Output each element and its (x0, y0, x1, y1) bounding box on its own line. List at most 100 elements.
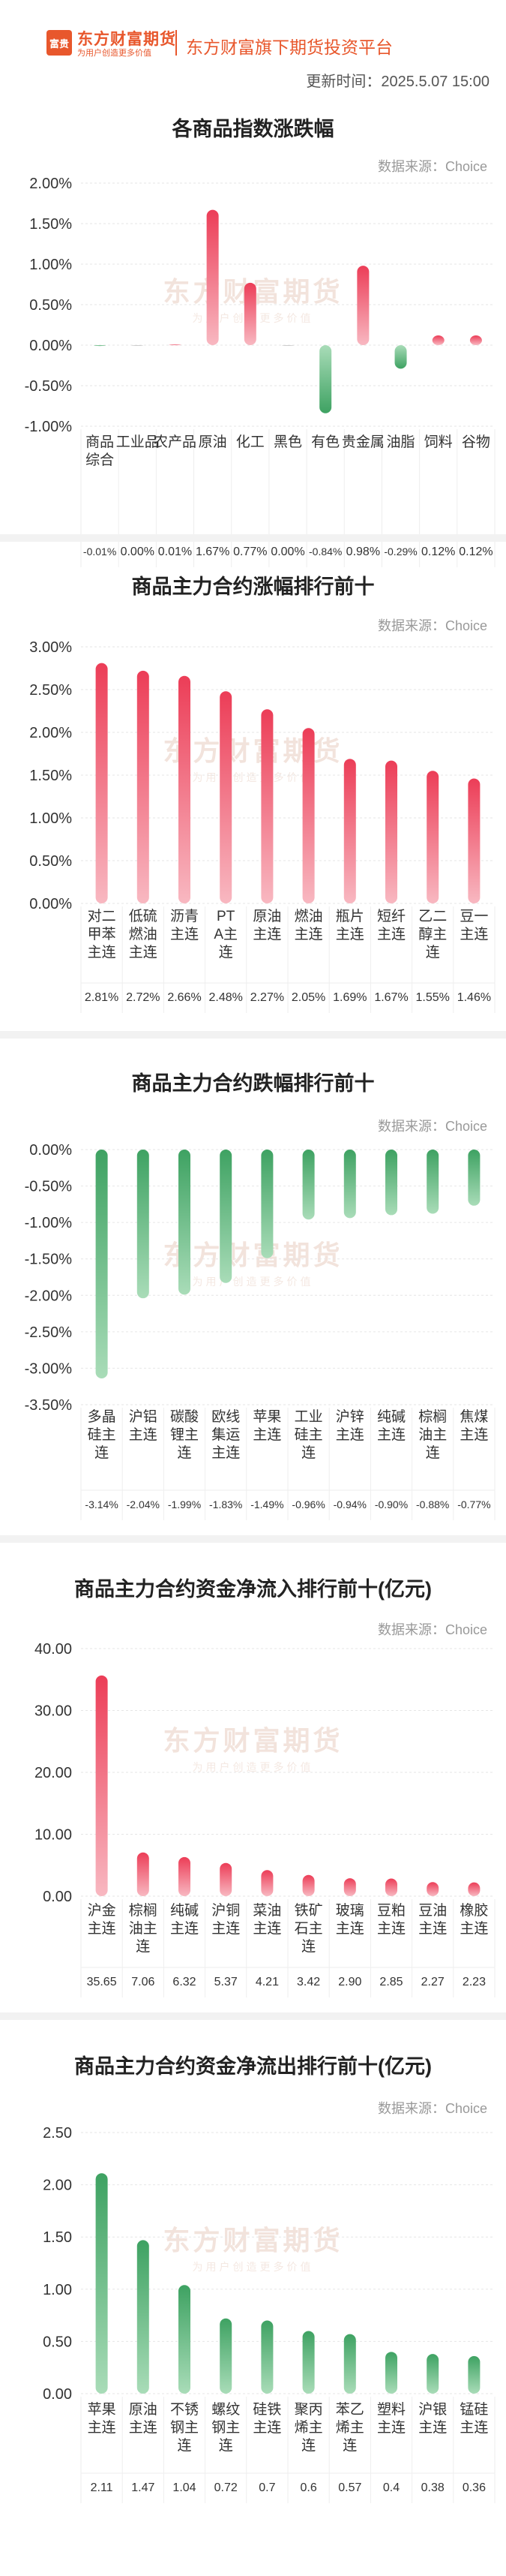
bar-up[interactable] (468, 1882, 481, 1896)
chart-svg: 2.00% 1.50% 1.00% 0.50% 0.00% -0.50% -1.00% 商品综… (25, 176, 496, 567)
data-source-label: 数据来源：Choice (377, 618, 487, 633)
bar-down[interactable] (220, 1150, 232, 1283)
value-label: 1.04 (172, 2481, 196, 2494)
brand-name: 东方财富期货 (77, 29, 176, 48)
y-tick-label: 0.00% (29, 1142, 72, 1159)
value-label: 1.67% (374, 991, 408, 1004)
y-tick-label: -1.00% (25, 419, 73, 435)
bar-up[interactable] (427, 771, 439, 903)
bar-down[interactable] (136, 1150, 149, 1299)
bar-down[interactable] (343, 1150, 356, 1219)
bar-up[interactable] (469, 335, 482, 345)
bar-down[interactable] (468, 2355, 481, 2394)
bar-up[interactable] (220, 691, 232, 903)
section-separator (0, 534, 506, 542)
bar-up[interactable] (302, 1874, 315, 1896)
bar-down[interactable] (427, 1150, 439, 1214)
value-label: 5.37 (214, 1976, 238, 1988)
bar-down[interactable] (220, 2318, 232, 2394)
bar-down[interactable] (95, 1150, 108, 1379)
y-tick-label: -1.00% (25, 1215, 73, 1231)
bar-down[interactable] (343, 2334, 356, 2394)
bar-up[interactable] (206, 209, 219, 345)
bar-up[interactable] (95, 1675, 108, 1896)
x-category-label: 饲料 (424, 434, 453, 450)
bar-down[interactable] (302, 2331, 315, 2394)
bar-down[interactable] (319, 345, 332, 413)
value-label: 0.00% (121, 546, 154, 558)
x-category-label: 焦煤主连 (460, 1408, 488, 1443)
x-category-label: 瓶片主连 (336, 908, 364, 942)
data-source-label: 数据来源：Choice (377, 2101, 487, 2116)
x-category-label: 谷物 (462, 434, 490, 450)
bar-up[interactable] (220, 1862, 232, 1896)
bar-up[interactable] (261, 709, 274, 903)
bar-down[interactable] (468, 1150, 481, 1206)
bar-up[interactable] (385, 760, 397, 903)
value-label: 3.42 (297, 1976, 320, 1988)
bar-down[interactable] (385, 1150, 397, 1216)
x-category-label: 碳酸锂主连 (170, 1408, 199, 1461)
bar-up[interactable] (136, 670, 149, 903)
value-label: 7.06 (131, 1976, 154, 1988)
chart-svg: 40.00 30.00 20.00 10.00 0.00 沪金主连 35.65 棕榈油主连 7.… (34, 1641, 496, 1997)
bar-up[interactable] (427, 1882, 439, 1896)
bar-up[interactable] (385, 1878, 397, 1896)
bar-up[interactable] (343, 759, 356, 903)
bar-down[interactable] (302, 1150, 315, 1220)
y-tick-label: 30.00 (34, 1703, 72, 1720)
x-category-label: 塑料主连 (377, 2401, 406, 2436)
bar-down[interactable] (427, 2354, 439, 2394)
bar-down[interactable] (385, 2352, 397, 2394)
brand-slogan: 为用户创造更多价值 (77, 49, 151, 58)
y-tick-label: 0.00 (43, 2386, 72, 2403)
y-tick-label: -0.50% (25, 378, 73, 395)
chart-top-gainers: 商品主力合约涨幅排行前十 数据来源：Choice 东方财富期货 为用户创造更多价值 3.… (0, 542, 506, 1031)
value-label: 2.05% (292, 991, 325, 1004)
value-label: 2.90 (338, 1976, 361, 1988)
bar-down[interactable] (261, 1150, 274, 1258)
data-source-label: 数据来源：Choice (377, 1622, 487, 1637)
bar-down[interactable] (94, 345, 106, 347)
bar-down[interactable] (394, 345, 407, 369)
value-label: -0.77% (457, 1498, 490, 1510)
x-category-label: 苯乙烯主连 (336, 2401, 364, 2454)
bar-up[interactable] (468, 778, 481, 903)
bar-up[interactable] (169, 344, 181, 345)
x-category-label: 商品综合 (85, 434, 114, 468)
x-category-label: 沪金主连 (88, 1902, 116, 1937)
x-category-label: 沪锌主连 (336, 1408, 364, 1443)
bar-up[interactable] (432, 335, 445, 345)
bar-up[interactable] (343, 1878, 356, 1896)
y-tick-label: 1.00% (29, 810, 72, 827)
value-label: -2.04% (127, 1498, 160, 1510)
value-label: 1.67% (196, 546, 229, 558)
bar-up[interactable] (95, 663, 108, 903)
bar-up[interactable] (244, 282, 256, 345)
bar-up[interactable] (357, 266, 370, 345)
x-category-label: 低硫燃油主连 (129, 908, 157, 960)
bar-down[interactable] (178, 2285, 190, 2394)
y-tick-label: -0.50% (25, 1179, 73, 1195)
bar-up[interactable] (178, 1856, 190, 1896)
bar-down[interactable] (136, 2240, 149, 2394)
x-category-label: 油脂 (387, 434, 415, 450)
section-separator (0, 1535, 506, 1543)
chart-svg: 0.00% -0.50% -1.00% -1.50% -2.00% -2.50% -3.00… (25, 1142, 496, 1520)
bar-up[interactable] (178, 675, 190, 903)
value-label: 0.7 (259, 2481, 275, 2494)
value-label: 2.23 (463, 1976, 486, 1988)
x-category-label: 沪铝主连 (129, 1408, 157, 1443)
bar-up[interactable] (261, 1870, 274, 1896)
bar-up[interactable] (282, 345, 294, 346)
value-label: -1.99% (168, 1498, 201, 1510)
bar-down[interactable] (178, 1150, 190, 1295)
y-tick-label: 1.00 (43, 2282, 72, 2298)
bar-down[interactable] (261, 2320, 274, 2394)
bar-up[interactable] (131, 345, 144, 346)
bar-up[interactable] (302, 728, 315, 903)
bar-down[interactable] (95, 2173, 108, 2394)
x-category-label: 多晶硅主连 (88, 1408, 116, 1461)
bar-up[interactable] (136, 1852, 149, 1896)
x-category-label: 豆油主连 (418, 1902, 447, 1937)
